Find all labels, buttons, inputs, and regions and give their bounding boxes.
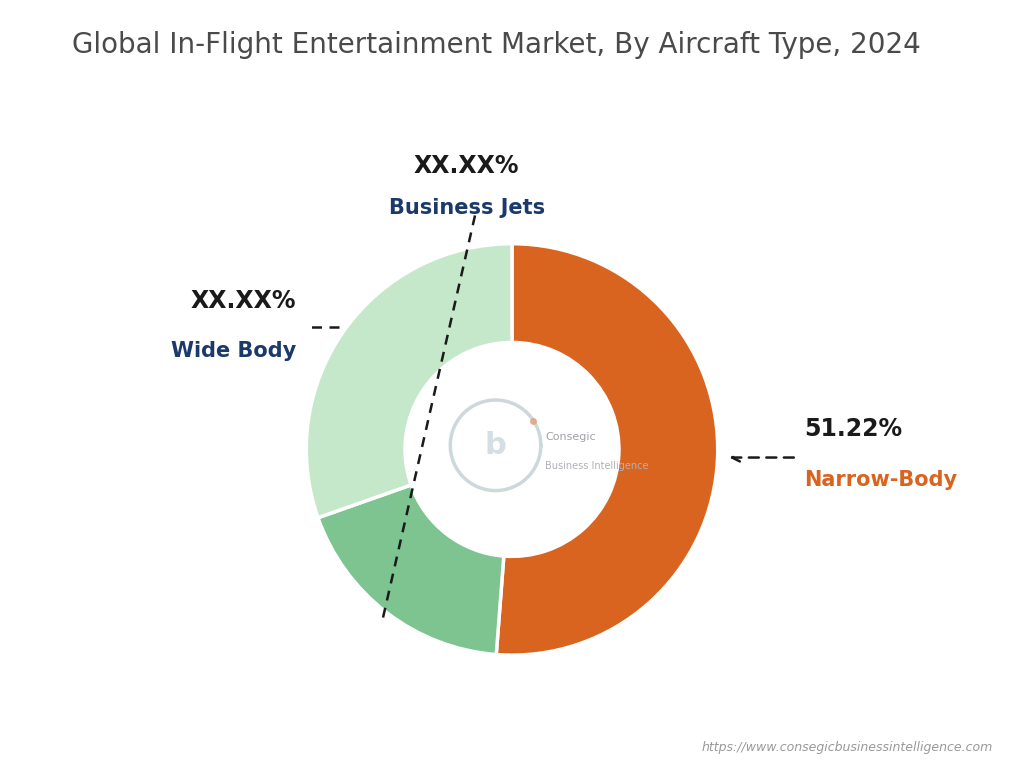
Text: XX.XX%: XX.XX% xyxy=(414,154,519,178)
Text: Business Intelligence: Business Intelligence xyxy=(545,461,648,471)
Text: Consegic: Consegic xyxy=(545,432,596,442)
Text: Global In-Flight Entertainment Market, By Aircraft Type, 2024: Global In-Flight Entertainment Market, B… xyxy=(72,31,921,58)
Text: https://www.consegicbusinessintelligence.com: https://www.consegicbusinessintelligence… xyxy=(702,741,993,754)
Wedge shape xyxy=(306,243,512,518)
Wedge shape xyxy=(318,485,504,654)
Text: b: b xyxy=(484,431,507,460)
Text: Business Jets: Business Jets xyxy=(389,198,545,218)
Text: Narrow-Body: Narrow-Body xyxy=(804,470,957,490)
Text: Wide Body: Wide Body xyxy=(171,342,296,362)
Text: XX.XX%: XX.XX% xyxy=(190,289,296,313)
Wedge shape xyxy=(497,243,718,655)
Text: 51.22%: 51.22% xyxy=(804,417,902,441)
